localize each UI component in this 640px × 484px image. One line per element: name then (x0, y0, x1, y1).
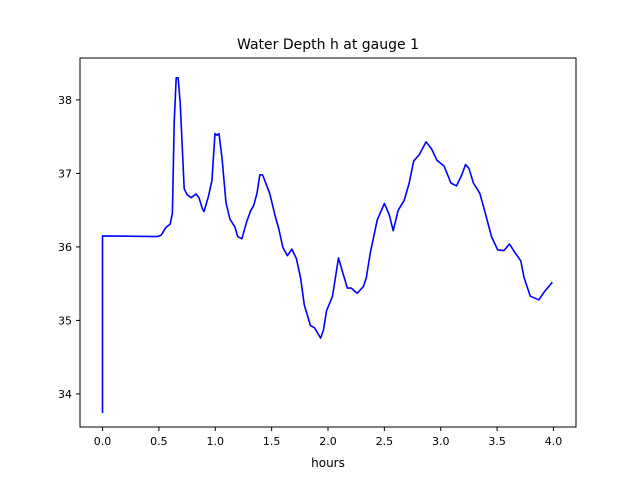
series-line-gauge-1 (101, 77, 553, 413)
x-tick-label: 1.0 (207, 435, 225, 448)
x-tick-label: 0.5 (150, 435, 168, 448)
y-tick-label: 37 (58, 167, 72, 180)
x-tick-label: 0.0 (94, 435, 112, 448)
y-tick-label: 35 (58, 314, 72, 327)
x-axis: 0.0 0.5 1.0 1.5 2.0 2.5 3.0 3.5 4.0 (94, 427, 562, 448)
x-tick-label: 3.0 (432, 435, 450, 448)
plot-frame (79, 57, 577, 428)
x-tick-label: 4.0 (545, 435, 563, 448)
x-tick-label: 3.5 (488, 435, 506, 448)
x-tick-label: 2.0 (319, 435, 337, 448)
y-tick-label: 34 (58, 388, 72, 401)
x-axis-label: hours (311, 456, 345, 470)
y-tick-label: 38 (58, 94, 72, 107)
y-tick-label: 36 (58, 241, 72, 254)
x-tick-label: 2.5 (376, 435, 394, 448)
x-tick-label: 1.5 (263, 435, 281, 448)
y-axis: 34 35 36 37 38 (58, 94, 80, 401)
chart-title: Water Depth h at gauge 1 (237, 37, 419, 53)
